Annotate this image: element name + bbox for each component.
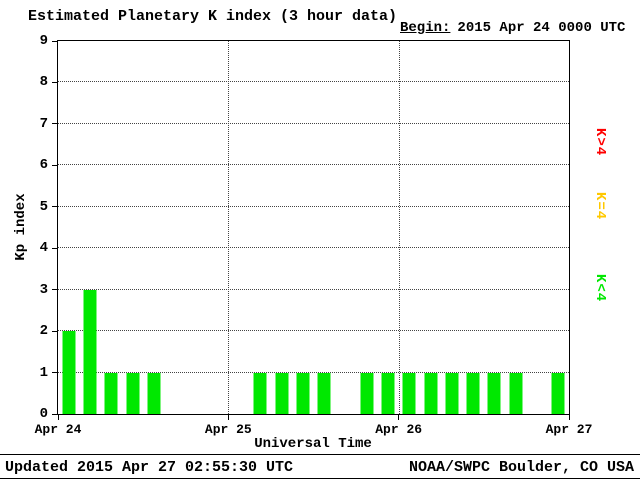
updated-timestamp: Updated 2015 Apr 27 02:55:30 UTC <box>5 459 294 476</box>
y-tick-label: 7 <box>39 115 48 132</box>
y-tick-label: 6 <box>39 157 48 174</box>
x-tick-label: Apr 25 <box>204 422 252 437</box>
kp-bar <box>126 372 140 414</box>
credit-text: NOAA/SWPC Boulder, CO USA <box>408 459 634 476</box>
x-tick-label: Apr 24 <box>34 422 82 437</box>
h-gridline <box>58 247 569 249</box>
y-tick-label: 3 <box>39 281 48 298</box>
kp-bar <box>62 331 76 414</box>
legend-k-eq-4: K=4 <box>592 192 608 221</box>
v-gridline <box>228 41 230 414</box>
x-tick-label: Apr 26 <box>375 422 423 437</box>
kp-bar <box>275 372 289 414</box>
y-tick-label: 2 <box>39 323 48 340</box>
v-gridline <box>398 41 400 414</box>
x-axis-label: Universal Time <box>254 436 372 452</box>
legend-k-gt-4: K>4 <box>592 128 608 157</box>
kp-bar <box>381 372 395 414</box>
plot-area: 0 1 2 3 4 5 6 7 8 9 Apr 24 Apr 25 Apr 26 Apr 27 <box>35 33 593 437</box>
y-tick-label: 4 <box>39 240 48 257</box>
kp-bar <box>83 289 97 414</box>
begin-value: 2015 Apr 24 0000 UTC <box>457 20 626 36</box>
h-gridline <box>58 330 569 332</box>
y-tick <box>52 40 58 42</box>
kp-bar <box>360 372 374 414</box>
y-tick <box>52 330 58 332</box>
y-tick-label: 0 <box>39 406 48 422</box>
kp-bar <box>509 372 523 414</box>
kp-bar <box>487 372 501 414</box>
h-gridline <box>58 164 569 166</box>
kp-bar <box>445 372 459 414</box>
kp-bar <box>551 372 565 414</box>
h-gridline <box>58 81 569 83</box>
h-gridline <box>58 205 569 207</box>
x-tick-label: Apr 27 <box>545 422 593 437</box>
x-tick <box>568 414 570 420</box>
begin-label: Begin: <box>400 20 451 36</box>
x-tick <box>57 414 59 420</box>
h-gridline <box>58 371 569 373</box>
x-tick <box>398 414 400 420</box>
bottom-border <box>0 478 640 479</box>
chart-title: Estimated Planetary K index (3 hour data… <box>28 8 398 25</box>
y-tick <box>52 123 58 125</box>
footer-divider <box>0 454 640 455</box>
kp-bar <box>466 372 480 414</box>
y-tick-label: 5 <box>39 198 48 215</box>
x-tick <box>227 414 229 420</box>
y-tick-label: 8 <box>39 74 48 91</box>
kp-bar <box>424 372 438 414</box>
kp-bar <box>147 372 161 414</box>
kp-bar <box>402 372 416 414</box>
h-gridline <box>58 288 569 290</box>
kp-bar <box>317 372 331 414</box>
begin-timestamp: Begin: 2015 Apr 24 0000 UTC <box>400 20 625 36</box>
y-tick <box>52 413 58 415</box>
y-tick <box>52 289 58 291</box>
y-tick-label: 9 <box>39 33 48 49</box>
kp-bar <box>104 372 118 414</box>
legend-k-lt-4: K<4 <box>592 274 608 303</box>
h-gridline <box>58 122 569 124</box>
y-tick-label: 1 <box>39 364 48 381</box>
kp-bar <box>296 372 310 414</box>
y-tick <box>52 372 58 374</box>
y-tick <box>52 81 58 83</box>
y-tick <box>52 164 58 166</box>
y-tick <box>52 247 58 249</box>
kp-bar <box>253 372 267 414</box>
legend: K>4 K=4 K<4 <box>592 0 614 420</box>
y-tick <box>52 206 58 208</box>
